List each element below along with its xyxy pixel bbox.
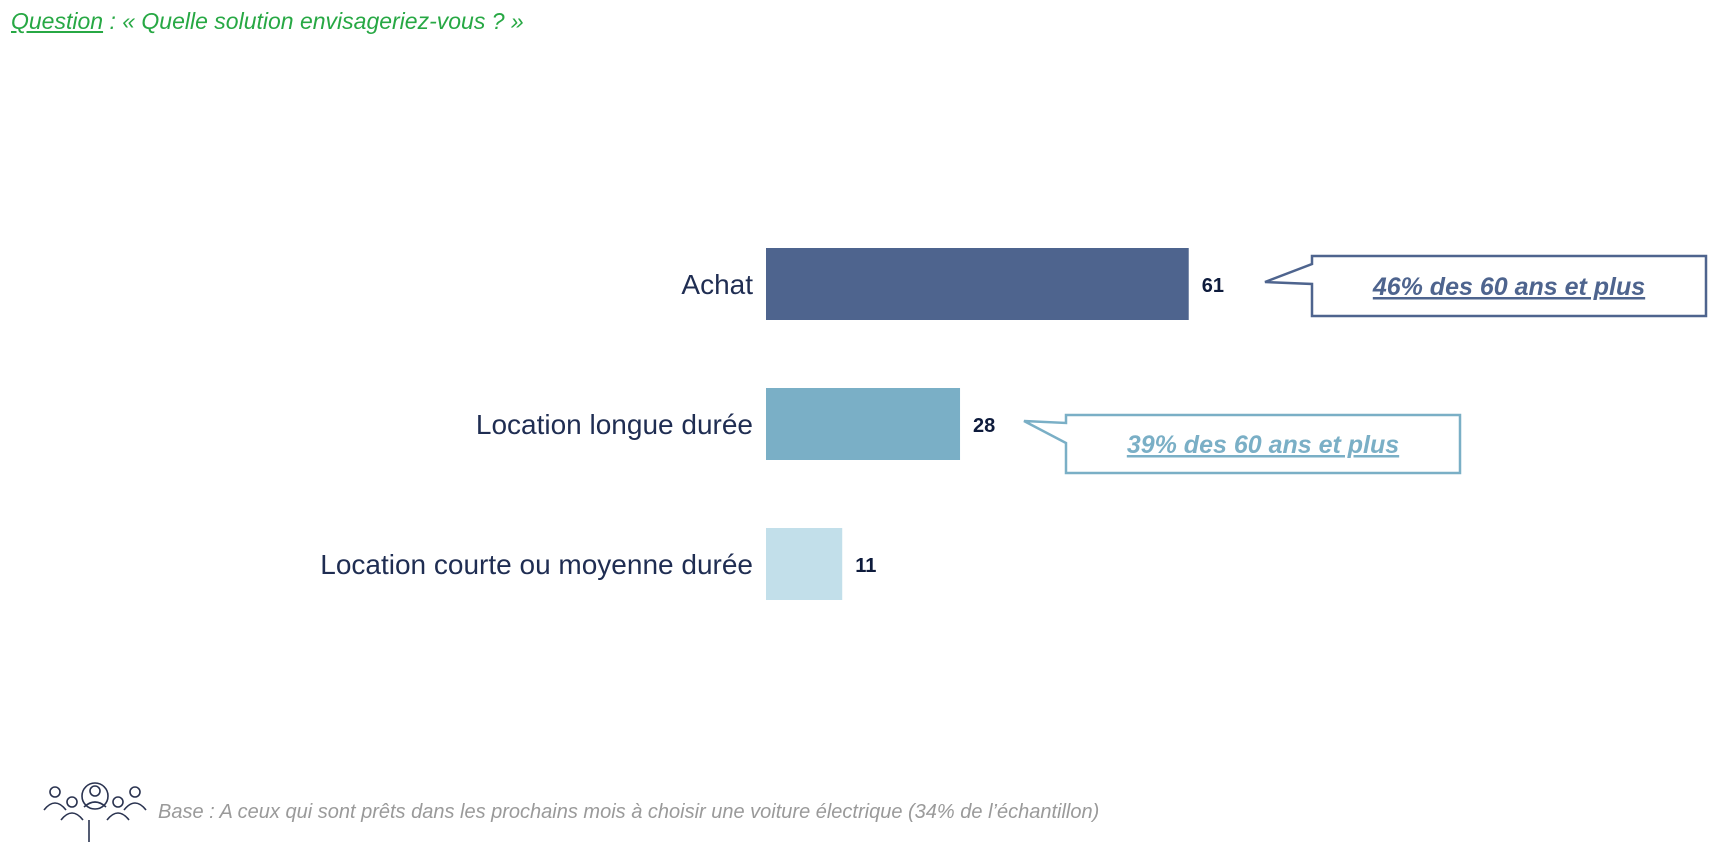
value-label: 11 — [855, 555, 876, 577]
bar — [766, 248, 1189, 320]
callout-box — [1264, 254, 1708, 318]
base-footer: Base : A ceux qui sont prêts dans les pr… — [40, 780, 1099, 844]
base-text: Base : A ceux qui sont prêts dans les pr… — [158, 800, 1100, 823]
question-heading: Question : « Quelle solution envisagerie… — [11, 8, 524, 35]
question-label: Question — [11, 8, 104, 34]
category-label: Achat — [681, 269, 753, 300]
bar — [766, 388, 961, 460]
value-label: 61 — [1202, 275, 1224, 297]
callout-text: 46% des 60 ans et plus — [1372, 273, 1645, 301]
bar — [766, 528, 843, 600]
callout-text: 39% des 60 ans et plus — [1127, 431, 1399, 459]
question-text: : « Quelle solution envisageriez-vous ? … — [103, 8, 524, 34]
category-label: Location courte ou moyenne durée — [320, 549, 753, 580]
category-label: Location longue durée — [476, 409, 753, 440]
people-group-icon — [43, 782, 147, 842]
callout-box — [1023, 413, 1462, 475]
value-label: 28 — [973, 415, 995, 437]
